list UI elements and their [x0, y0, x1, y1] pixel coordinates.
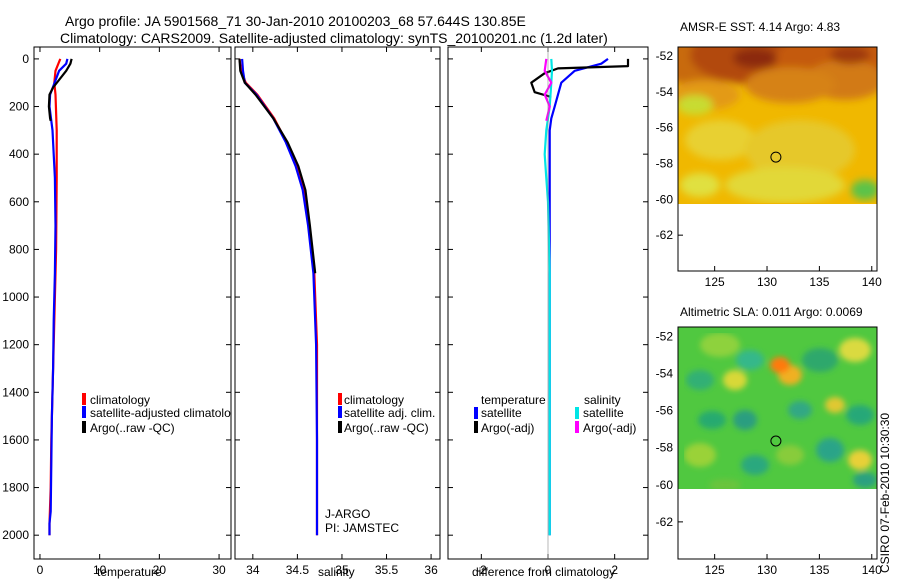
legend-label-climatology: climatology: [344, 393, 404, 407]
sst-argo-location-marker: [770, 151, 782, 163]
sla-ytick-label: -60: [656, 478, 674, 492]
sst-map-axes: [677, 46, 878, 272]
sla-ytick-label: -54: [656, 366, 674, 380]
temperature-axes: [33, 46, 232, 560]
salinity-xtick-label: 35: [335, 563, 349, 577]
legend-label-sal-argo: Argo(-adj): [583, 421, 636, 435]
salinity-xtick-label: 34.5: [286, 563, 310, 577]
temperature-ytick-label: 1600: [2, 433, 29, 447]
legend-swatch-climatology: [82, 393, 86, 405]
temperature-ytick-label: 1800: [2, 481, 29, 495]
figure-title-line1: Argo profile: JA 5901568_71 30-Jan-2010 …: [65, 13, 526, 29]
temperature-ytick-label: 400: [9, 147, 29, 161]
temperature-ytick-label: 600: [9, 195, 29, 209]
program-label: J-ARGO: [325, 507, 370, 521]
legend-header-salinity: salinity: [584, 393, 621, 407]
legend-swatch-sal-argo: [575, 421, 579, 433]
sla-xtick-label: 135: [809, 563, 829, 577]
legend-swatch-temp-satellite: [474, 407, 478, 419]
legend-swatch-argo: [82, 421, 86, 433]
difference-xtick-label: 0: [545, 563, 552, 577]
sst-map-title: AMSR-E SST: 4.14 Argo: 4.83: [680, 20, 840, 34]
legend-label-argo: Argo(..raw -QC): [90, 421, 175, 435]
sst-heatmap: [678, 47, 877, 204]
difference-xtick-label: 2: [611, 563, 618, 577]
salinity-axes: [234, 46, 441, 560]
sst-xtick-label: 125: [705, 275, 725, 289]
legend-label-satellite: satellite-adjusted climatolo: [90, 406, 231, 420]
sla-xtick-label: 125: [705, 563, 725, 577]
sst-ytick-label: -56: [656, 121, 674, 135]
temperature-ytick-label: 1200: [2, 338, 29, 352]
temperature-xtick-label: 20: [153, 563, 167, 577]
temperature-ytick-label: 0: [22, 52, 29, 66]
sst-ytick-label: -52: [656, 49, 674, 63]
legend-label-temp-argo: Argo(-adj): [481, 421, 534, 435]
timestamp-label: CSIRO 07-Feb-2010 10:30:30: [878, 413, 892, 573]
sla-xtick-label: 130: [757, 563, 777, 577]
legend-swatch-satellite: [338, 406, 342, 418]
sla-argo-location-marker: [770, 435, 782, 447]
salinity-xtick-label: 34: [246, 563, 260, 577]
sst-ytick-label: -58: [656, 156, 674, 170]
salinity-series-argo-raw-qc-: [238, 58, 317, 274]
sla-ytick-label: -62: [656, 515, 674, 529]
legend-label-temp-satellite: satellite: [481, 406, 522, 420]
sst-ytick-label: -62: [656, 228, 674, 242]
temperature-ytick-label: 200: [9, 100, 29, 114]
salinity-legend: climatology satellite adj. clim. Argo(..…: [338, 393, 435, 435]
legend-swatch-sal-satellite: [575, 407, 579, 419]
legend-label-climatology: climatology: [90, 393, 150, 407]
temperature-ytick-label: 1400: [2, 385, 29, 399]
salinity-xtick-label: 35.5: [375, 563, 399, 577]
difference-series-temperature-satellite: [548, 58, 609, 536]
sla-heatmap: [678, 327, 877, 489]
salinity-xtick-label: 36: [424, 563, 438, 577]
temperature-ytick-label: 800: [9, 242, 29, 256]
sla-ytick-label: -52: [656, 329, 674, 343]
temperature-xtick-label: 10: [93, 563, 107, 577]
difference-xlabel: difference from climatology: [472, 565, 615, 579]
legend-swatch-temp-argo: [474, 421, 478, 433]
sst-xtick-label: 135: [809, 275, 829, 289]
temperature-ytick-label: 1000: [2, 290, 29, 304]
sst-ytick-label: -54: [656, 85, 674, 99]
legend-swatch-satellite: [82, 406, 86, 418]
legend-label-satellite: satellite adj. clim.: [344, 406, 435, 420]
legend-swatch-climatology: [338, 393, 342, 405]
salinity-series-climatology: [238, 58, 319, 536]
difference-legend: temperature salinity satellite Argo(-adj…: [474, 393, 636, 435]
legend-label-sal-satellite: satellite: [583, 406, 624, 420]
figure-title-line2: Climatology: CARS2009. Satellite-adjuste…: [60, 30, 608, 46]
difference-series-temperature-argo-adj-: [530, 58, 630, 99]
salinity-xlabel: salinity: [318, 565, 355, 579]
temperature-xtick-label: 30: [212, 563, 226, 577]
temperature-series-satellite-adjusted-climatology: [48, 58, 69, 536]
temperature-xtick-label: 0: [37, 563, 44, 577]
sla-xtick-label: 140: [862, 563, 882, 577]
sla-ytick-label: -58: [656, 441, 674, 455]
sla-map-axes: [677, 326, 878, 560]
temperature-legend: climatology satellite-adjusted climatolo…: [82, 393, 231, 435]
difference-xtick-label: -2: [476, 563, 487, 577]
sst-xtick-label: 140: [862, 275, 882, 289]
pi-label: PI: JAMSTEC: [325, 521, 399, 535]
sst-ytick-label: -60: [656, 192, 674, 206]
temperature-ytick-label: 2000: [2, 528, 29, 542]
legend-swatch-argo: [338, 421, 342, 433]
temperature-xlabel: temperature: [97, 565, 162, 579]
sla-ytick-label: -56: [656, 404, 674, 418]
sla-map-title: Altimetric SLA: 0.011 Argo: 0.0069: [680, 305, 863, 319]
legend-label-argo: Argo(..raw -QC): [344, 421, 429, 435]
difference-series-salinity-satellite: [543, 58, 554, 536]
legend-header-temperature: temperature: [481, 393, 546, 407]
sst-xtick-label: 130: [757, 275, 777, 289]
temperature-series-argo-raw-qc-: [47, 58, 73, 122]
